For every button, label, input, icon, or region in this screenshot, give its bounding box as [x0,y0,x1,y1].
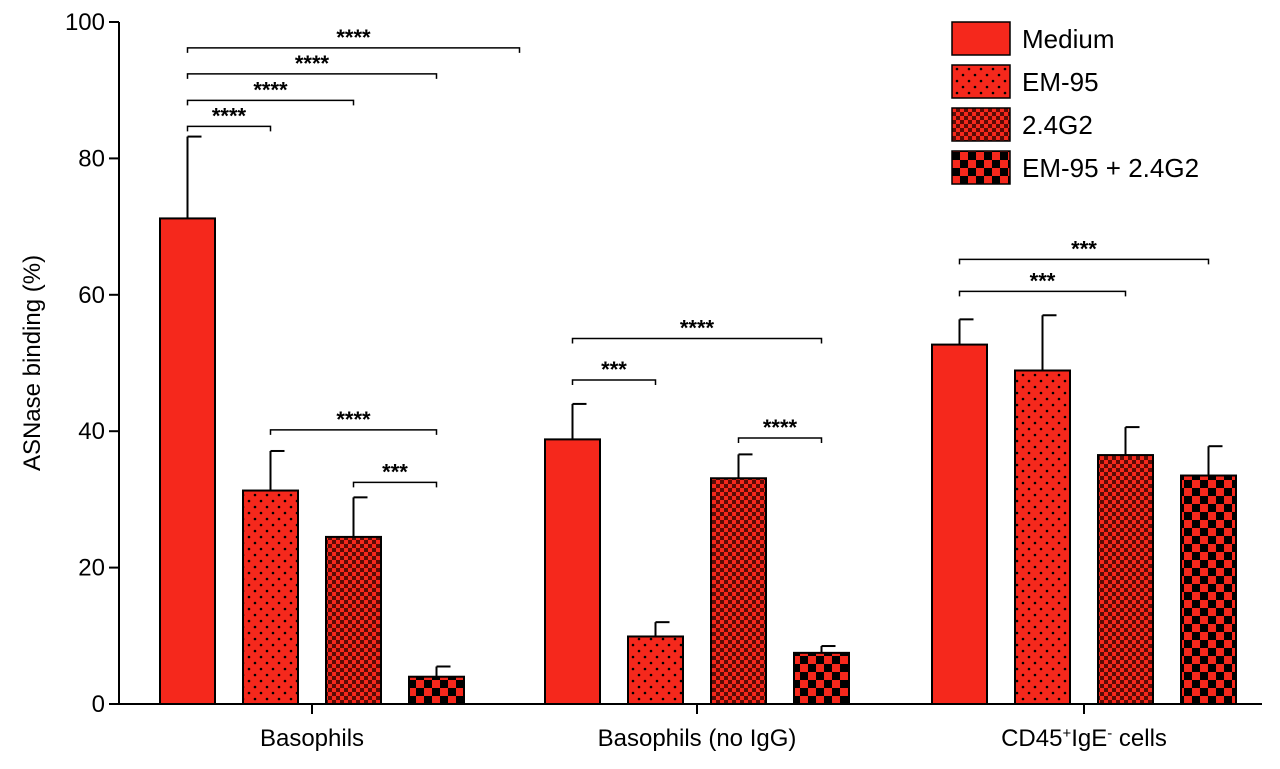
y-tick-label: 0 [92,691,105,718]
legend-swatch [951,107,1011,142]
legend-swatch [951,21,1011,56]
significance-bracket [737,437,823,444]
y-tick-label: 20 [78,555,105,582]
significance-label: **** [253,77,288,102]
legend-swatch [951,150,1011,185]
significance-label: **** [212,103,247,128]
category-label-superscript: + [1062,725,1071,742]
significance-label: *** [382,459,408,484]
bar [1097,454,1154,705]
bar [544,438,601,705]
bar [793,651,850,705]
y-tick-label: 40 [78,418,105,445]
significance-bracket [186,125,272,132]
y-axis-title: ASNase binding (%) [19,255,46,471]
significance-layer: **************************************** [186,25,1210,488]
y-tick-label: 80 [78,145,105,172]
category-label-text: CD45 [1001,725,1062,752]
significance-bracket [269,429,438,435]
significance-label: *** [1030,268,1056,293]
significance-label: *** [1071,236,1097,261]
bar [931,343,988,705]
bar [1014,369,1071,705]
significance-label: **** [336,407,371,432]
bar [159,217,216,706]
bars-layer [159,135,1237,706]
category-label: CD45+IgE- cells [1001,725,1167,753]
legend: Medium EM-95 2.4G2 EM-95 + 2.4G2 [951,21,1199,185]
category-label: Basophils [260,725,364,752]
significance-label: **** [763,415,798,440]
bar [408,675,465,705]
bar [242,489,299,705]
legend-label: EM-95 [1022,67,1099,97]
significance-label: **** [680,315,715,340]
significance-bracket [352,481,438,488]
y-tick-label: 60 [78,282,105,309]
category-label: Basophils (no IgG) [598,725,797,752]
significance-label: **** [295,51,330,76]
axes: 0 20 40 60 80 100 ASNase binding (%) Basophils B… [19,9,1262,752]
legend-label: EM-95 + 2.4G2 [1022,153,1199,183]
significance-label: *** [601,357,627,382]
significance-bracket [186,47,521,53]
significance-bracket [571,379,657,386]
category-label-text: Basophils (no IgG) [598,725,797,752]
y-tick-label: 100 [65,9,105,36]
significance-label: **** [336,25,371,50]
legend-swatch [951,64,1011,99]
category-label-text: Basophils [260,725,364,752]
category-label-text: IgE [1071,725,1107,752]
legend-label: 2.4G2 [1022,110,1093,140]
significance-bracket [186,99,355,106]
category-label-text: cells [1112,725,1167,752]
bar [325,535,382,705]
bar [627,635,684,705]
significance-bracket [571,337,823,344]
significance-bracket [186,73,438,79]
category-label-superscript: - [1107,725,1112,742]
significance-bracket [958,258,1210,265]
legend-label: Medium [1022,24,1114,54]
bar [710,477,767,705]
bar [1180,474,1237,705]
significance-bracket [958,290,1127,297]
